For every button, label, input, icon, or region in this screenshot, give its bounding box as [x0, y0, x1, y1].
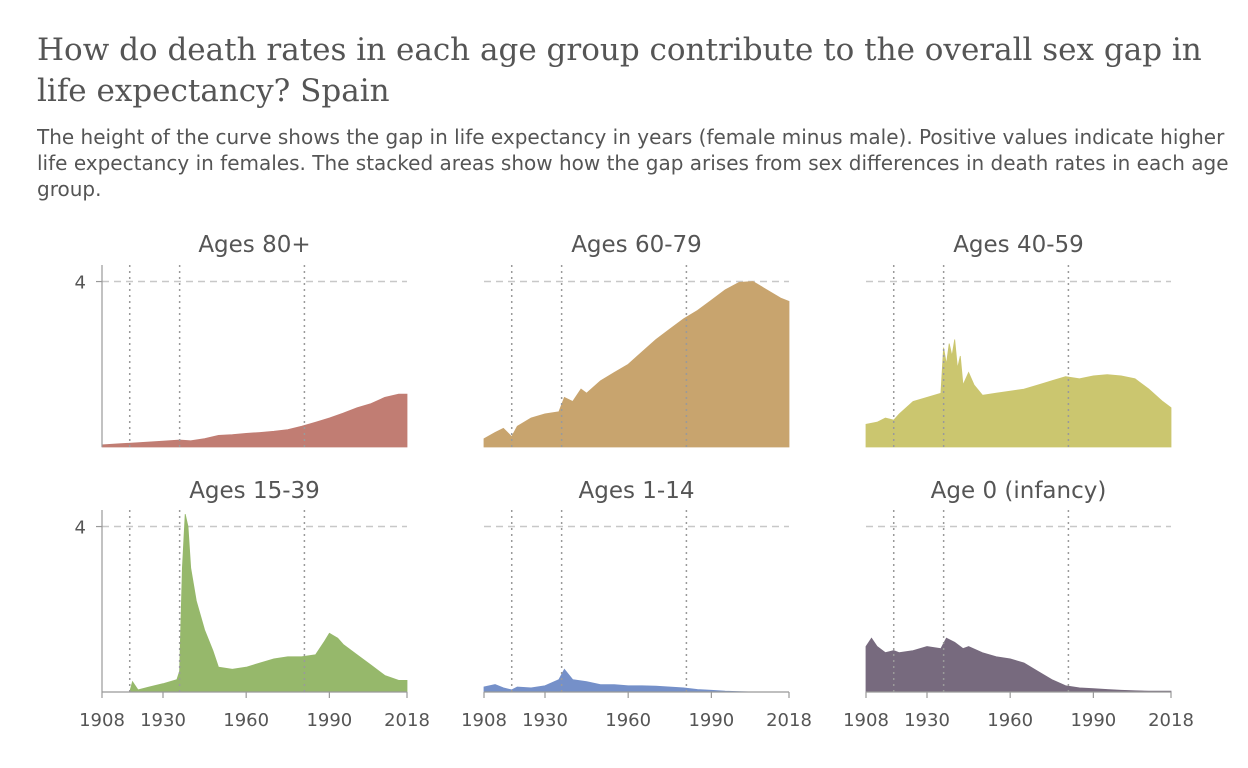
facet-title: Ages 40-59: [953, 232, 1084, 258]
facet-title: Ages 80+: [198, 232, 310, 258]
y-tick-label: 4: [75, 518, 86, 539]
area-series: [483, 668, 789, 693]
panel: Ages 40-59: [865, 232, 1172, 448]
chart-subtitle: The height of the curve shows the gap in…: [37, 124, 1248, 202]
x-tick-label: 1990: [1070, 710, 1116, 731]
x-tick-label: 1960: [987, 710, 1033, 731]
x-tick-label: 1990: [688, 710, 734, 731]
x-tick-label: 1908: [843, 710, 889, 731]
x-tick-label: 1930: [522, 710, 568, 731]
area-series: [865, 339, 1172, 448]
x-tick-label: 2018: [1148, 710, 1194, 731]
subtitle-line: group.: [37, 177, 102, 201]
area-series: [865, 637, 1172, 693]
y-tick-label: 4: [75, 273, 86, 294]
x-tick-label: 2018: [384, 710, 430, 731]
area-series: [101, 393, 408, 448]
x-tick-label: 1930: [140, 710, 186, 731]
x-tick-label: 1908: [79, 710, 125, 731]
subtitle-line: The height of the curve shows the gap in…: [37, 125, 1225, 149]
panel: Ages 60-79: [483, 232, 790, 448]
x-tick-label: 1908: [461, 710, 507, 731]
x-tick-label: 1990: [306, 710, 352, 731]
x-tick-label: 1960: [605, 710, 651, 731]
facet-title: Age 0 (infancy): [931, 478, 1107, 504]
area-series: [102, 514, 408, 693]
chart-title: How do death rates in each age group con…: [37, 32, 1202, 109]
facet-title: Ages 15-39: [189, 478, 320, 504]
x-tick-label: 1960: [223, 710, 269, 731]
facet-title: Ages 60-79: [571, 232, 702, 258]
x-tick-label: 1930: [904, 710, 950, 731]
panel: Ages 1-14 1908 1930 1960 1990 2018: [461, 478, 812, 731]
facet-title: Ages 1-14: [579, 478, 695, 504]
panel: Ages 80+ 4: [75, 232, 408, 448]
panel: Age 0 (infancy) 1908 1930 1960 1990 2018: [843, 478, 1194, 731]
x-tick-label: 2018: [766, 710, 812, 731]
panel: Ages 15-39 4 1908 1930 1960 1990 2018: [75, 478, 430, 731]
subtitle-line: life expectancy in females. The stacked …: [37, 151, 1229, 175]
area-series: [483, 281, 790, 448]
